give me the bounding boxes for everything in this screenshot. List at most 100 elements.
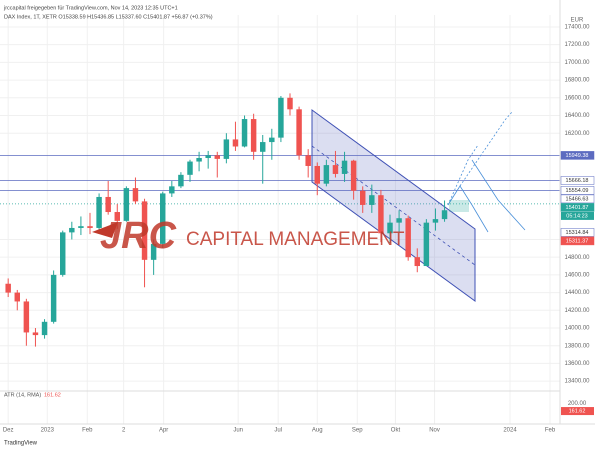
candle-body bbox=[14, 292, 20, 302]
x-tick-label: Sep bbox=[352, 428, 363, 434]
candle-body bbox=[332, 165, 339, 174]
candles bbox=[5, 93, 448, 347]
countdown: 05:14:23 bbox=[566, 213, 587, 219]
atr-value: 161.62 bbox=[44, 392, 61, 398]
candle-body bbox=[41, 321, 48, 336]
y-tick-label: 16400.00 bbox=[564, 113, 590, 119]
candle-body bbox=[232, 139, 239, 147]
candle-body bbox=[69, 227, 75, 233]
watermark: JRC CAPITAL MANAGEMENT bbox=[92, 215, 405, 257]
atr-badge-label: 161.62 bbox=[569, 409, 586, 415]
x-tick-label: 2024 bbox=[503, 428, 517, 434]
candle-body bbox=[141, 201, 148, 260]
price-badge bbox=[560, 194, 595, 204]
y-tick-label: 13600.00 bbox=[564, 361, 590, 367]
candle-body bbox=[178, 174, 184, 187]
candle-body bbox=[287, 97, 293, 110]
price-badge bbox=[560, 236, 595, 246]
candle-body bbox=[387, 222, 393, 234]
candle-body bbox=[5, 283, 11, 293]
candle-body bbox=[23, 301, 30, 333]
candle-body bbox=[87, 226, 93, 228]
currency: EUR bbox=[571, 18, 584, 24]
candle-body bbox=[123, 188, 130, 221]
candle-body bbox=[78, 226, 84, 228]
price-badge bbox=[560, 151, 595, 160]
header-line: DAX Index, 1T, XETR O15338.59 H15436.85 … bbox=[4, 14, 213, 20]
candle-body bbox=[350, 160, 357, 191]
candle-body bbox=[296, 109, 302, 156]
candle-body bbox=[423, 222, 430, 267]
candle-body bbox=[60, 232, 66, 275]
price-badge-label: 15401.87 bbox=[566, 205, 589, 211]
y-tick-label: 17400.00 bbox=[564, 25, 590, 31]
x-tick-label: Jul bbox=[274, 428, 282, 434]
y-tick-label: 14800.00 bbox=[564, 255, 590, 261]
price-badge bbox=[560, 203, 595, 212]
arrow-path bbox=[447, 144, 479, 206]
y-tick-label: 17200.00 bbox=[564, 42, 590, 48]
x-tick-label: Aug bbox=[312, 428, 323, 434]
candle-body bbox=[432, 219, 439, 223]
x-tick-label: Feb bbox=[545, 428, 556, 434]
candle-body bbox=[278, 97, 284, 138]
channel-midline bbox=[311, 145, 476, 266]
candle-body bbox=[169, 186, 175, 194]
y-tick-label: 16600.00 bbox=[564, 95, 590, 101]
y-tick-label: 13400.00 bbox=[564, 379, 590, 385]
candle-body bbox=[241, 119, 248, 147]
y-tick-label: 14000.00 bbox=[564, 326, 590, 332]
price-badge bbox=[560, 186, 595, 195]
y-tick-label: 13800.00 bbox=[564, 343, 590, 349]
x-tick-label: 2 bbox=[122, 428, 126, 434]
candle-body bbox=[114, 212, 120, 221]
x-tick-label: Jun bbox=[233, 428, 243, 434]
candle-body bbox=[32, 332, 39, 336]
candle-body bbox=[50, 274, 57, 322]
candle-body bbox=[150, 243, 157, 260]
candle-body bbox=[132, 188, 139, 202]
candle-body bbox=[196, 158, 202, 162]
price-badge-label: 15311.37 bbox=[566, 238, 589, 244]
x-tick-label: Dez bbox=[3, 428, 14, 434]
candle-body bbox=[223, 139, 230, 159]
y-tick-label: 14400.00 bbox=[564, 290, 590, 296]
price-badge-label: 15949.38 bbox=[566, 153, 589, 159]
candle-body bbox=[441, 210, 448, 220]
candle-body bbox=[314, 165, 320, 184]
candle-body bbox=[396, 218, 402, 223]
logo: JRC bbox=[100, 215, 177, 257]
candle-body bbox=[405, 218, 411, 258]
logo-mark bbox=[92, 222, 118, 238]
grid bbox=[0, 15, 560, 424]
candle-body bbox=[269, 137, 275, 143]
candle-body bbox=[160, 193, 166, 244]
price-badge-label: 15554.09 bbox=[566, 188, 589, 194]
x-tick-label: Feb bbox=[82, 428, 93, 434]
candle-body bbox=[378, 195, 384, 234]
candle-body bbox=[214, 155, 220, 159]
price-badge bbox=[560, 176, 595, 185]
candle-body bbox=[323, 165, 330, 184]
x-tick-label: 2023 bbox=[41, 428, 55, 434]
scenario-arrows bbox=[447, 111, 526, 233]
atr-tick-label: 200.00 bbox=[568, 401, 587, 407]
header-line: jrccapital freigegeben für TradingView.c… bbox=[3, 5, 178, 11]
candle-body bbox=[96, 196, 102, 228]
x-tick-label: Apr bbox=[159, 428, 168, 434]
candle-body bbox=[414, 257, 420, 267]
x-tick-label: Nov bbox=[429, 428, 440, 434]
watermark-text: CAPITAL MANAGEMENT bbox=[186, 229, 405, 250]
candle-body bbox=[260, 142, 266, 152]
candle-body bbox=[250, 119, 257, 152]
price-badge-label: 15466.63 bbox=[566, 196, 589, 202]
atr-badge bbox=[561, 407, 594, 416]
arrow-path bbox=[471, 159, 526, 231]
channel bbox=[311, 109, 476, 302]
position-box bbox=[449, 200, 469, 212]
footer: TradingView bbox=[4, 441, 38, 447]
y-tick-label: 16800.00 bbox=[564, 78, 590, 84]
price-axis: 13400.00 13600.00 13800.00 14000.00 14200.00… bbox=[3, 25, 595, 434]
